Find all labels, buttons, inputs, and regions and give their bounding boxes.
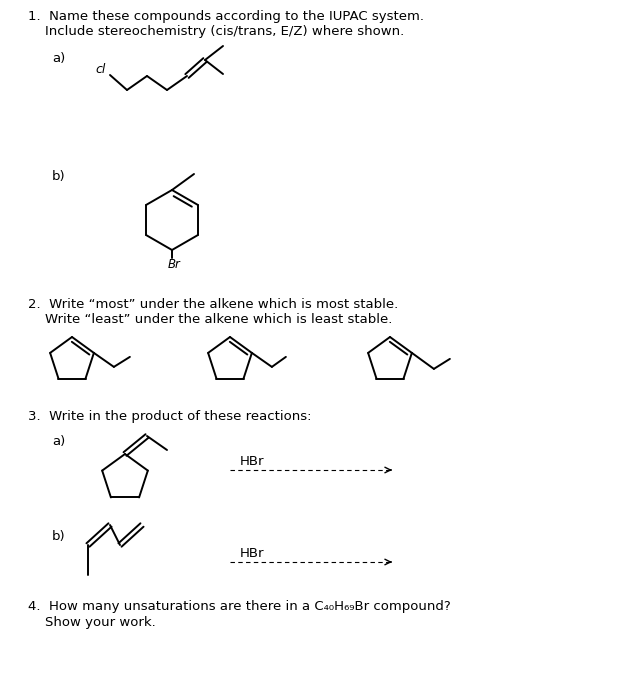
Text: cl: cl	[95, 63, 106, 76]
Text: HBr: HBr	[240, 547, 265, 560]
Text: 2.  Write “most” under the alkene which is most stable.: 2. Write “most” under the alkene which i…	[28, 298, 398, 311]
Text: a): a)	[52, 435, 65, 448]
Text: HBr: HBr	[240, 455, 265, 468]
Text: 3.  Write in the product of these reactions:: 3. Write in the product of these reactio…	[28, 410, 312, 423]
Text: b): b)	[52, 530, 66, 543]
Text: Show your work.: Show your work.	[28, 616, 156, 629]
Text: 4.  How many unsaturations are there in a C₄₀H₆₉Br compound?: 4. How many unsaturations are there in a…	[28, 600, 451, 613]
Text: 1.  Name these compounds according to the IUPAC system.
    Include stereochemis: 1. Name these compounds according to the…	[28, 10, 424, 38]
Text: Br: Br	[168, 258, 181, 271]
Text: Write “least” under the alkene which is least stable.: Write “least” under the alkene which is …	[28, 313, 392, 326]
Text: b): b)	[52, 170, 66, 183]
Text: a): a)	[52, 52, 65, 65]
